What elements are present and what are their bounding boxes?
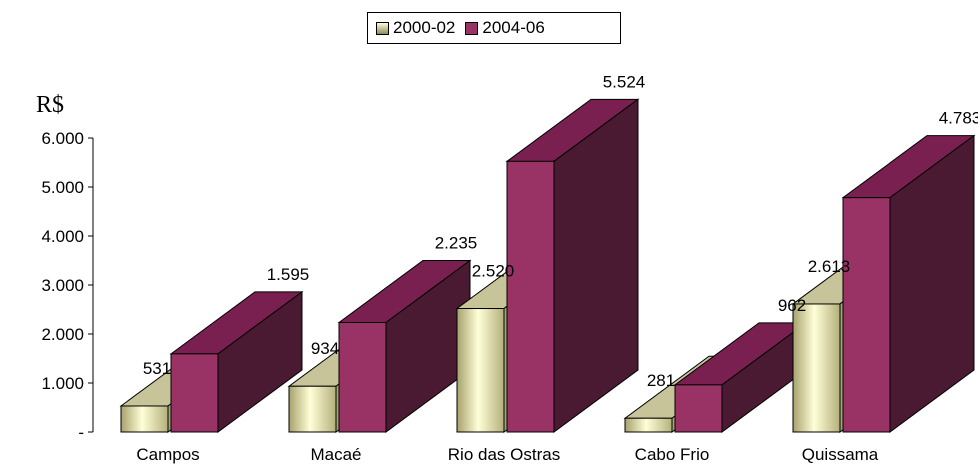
data-label-2000-02-1: 934	[311, 339, 339, 358]
data-label-2000-02-2: 2.520	[472, 262, 515, 281]
data-label-2004-06-3: 962	[778, 296, 806, 315]
legend-label-2004-06: 2004-06	[482, 18, 545, 37]
data-label-2000-02-3: 281	[647, 371, 675, 390]
y-tick-label-6: 6.000	[41, 129, 84, 148]
data-label-2004-06-4: 4.783	[939, 109, 978, 128]
y-axis-label: R$	[36, 92, 64, 118]
bar-2004-06-0	[169, 290, 304, 433]
x-tick-label-3: Cabo Frio	[635, 445, 710, 464]
data-label-2000-02-0: 531	[143, 359, 171, 378]
bar-2004-06-0-front	[170, 353, 219, 433]
bar-2004-06-2-front	[506, 160, 555, 433]
y-tick-label-0: -	[78, 423, 84, 442]
data-label-2004-06-0: 1.595	[267, 265, 310, 284]
legend-label-2000-02: 2000-02	[393, 18, 456, 37]
legend: 2000-02 2004-06	[367, 12, 621, 44]
bar-2004-06-4	[841, 134, 976, 433]
y-tick-label-4: 4.000	[41, 227, 84, 246]
legend-swatch-2004-06	[465, 21, 479, 35]
bar-2004-06-1-front	[338, 321, 387, 433]
y-tick-label-5: 5.000	[41, 178, 84, 197]
legend-item-2000-02: 2000-02	[376, 18, 455, 38]
y-tick-label-2: 2.000	[41, 325, 84, 344]
bar-2000-02-2-front	[456, 308, 505, 433]
data-label-2004-06-2: 5.524	[603, 72, 646, 91]
bar-2000-02-4-front	[792, 303, 841, 433]
bar-2000-02-1-front	[288, 385, 337, 433]
bar-2004-06-1	[337, 259, 472, 433]
bar-2000-02-0-front	[120, 405, 169, 433]
y-tick-label-1: 1.000	[41, 374, 84, 393]
data-label-2004-06-1: 2.235	[435, 233, 478, 252]
x-tick-label-4: Quissama	[802, 445, 879, 464]
y-tick-label-3: 3.000	[41, 276, 84, 295]
data-label-2000-02-4: 2.613	[808, 257, 851, 276]
x-tick-label-1: Macaé	[310, 445, 361, 464]
bar-2004-06-4-front	[842, 197, 891, 433]
x-tick-label-0: Campos	[136, 445, 199, 464]
bar-2004-06-3	[673, 321, 808, 433]
legend-item-2004-06: 2004-06	[465, 18, 545, 38]
x-tick-label-2: Rio das Ostras	[448, 445, 560, 464]
bar-2000-02-3-front	[624, 417, 673, 433]
legend-swatch-2000-02	[376, 21, 389, 35]
bar-2004-06-2	[505, 98, 640, 433]
bar-2004-06-3-front	[674, 384, 723, 433]
